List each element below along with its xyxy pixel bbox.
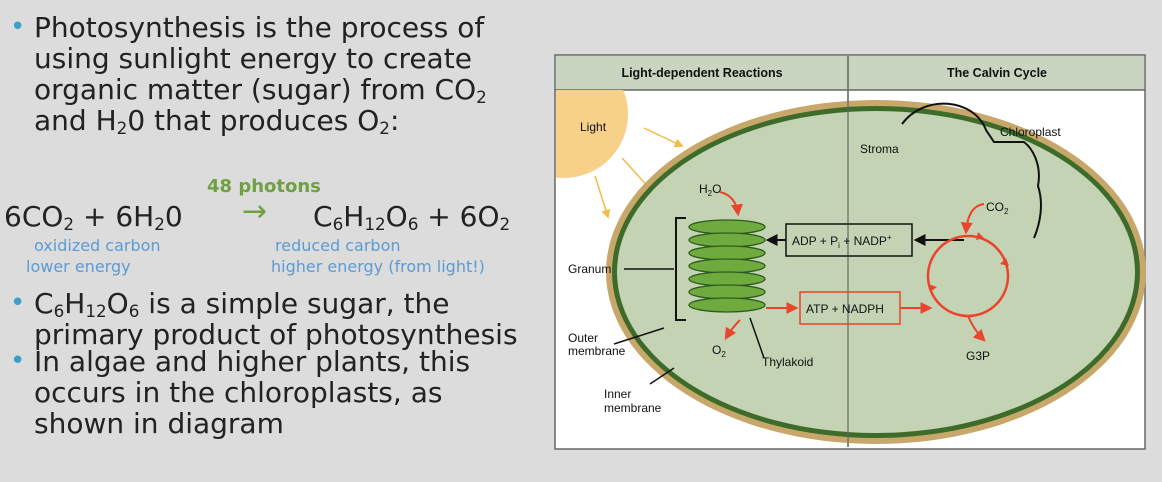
header-light-dependent: Light-dependent Reactions [621,66,782,80]
thylakoid-label: Thylakoid [762,355,813,369]
outer-membrane-label-2: membrane [568,344,626,358]
bullet-line: : [389,104,400,137]
bullet-line: 0 that produces O [127,104,380,137]
diagram-header-bar [556,56,1144,90]
bullet-line: occurs in the chloroplasts, as [34,376,443,409]
bullet-line: using sunlight energy to create [34,42,472,75]
light-ray-arrow [643,127,684,147]
light-ray-arrow [594,175,611,219]
bullet-line: and H [34,104,117,137]
stroma-area [617,111,1135,433]
eq-part: + 6H [74,200,155,233]
equation-reactants: 6CO2 + 6H20 [4,200,183,233]
bullet-line: C [34,287,54,320]
bullet-dot: • [10,12,26,42]
bullet-line: In algae and higher plants, this [34,345,471,378]
subscript: 12 [85,301,107,322]
subscript: 2 [116,118,128,139]
granum-label: Granum [568,262,611,276]
subscript: 2 [476,87,487,108]
eq-part: C [313,200,333,233]
eq-part: O [385,200,408,233]
eq-part: 6CO [4,200,64,233]
eq-part: H [343,200,365,233]
subscript: 6 [128,301,140,322]
photons-label: 48 photons [207,176,321,197]
reaction-arrow-icon: → [242,194,268,229]
outer-membrane-label-1: Outer [568,331,598,345]
eq-part: + 6O [418,200,500,233]
note-reduced-carbon: reduced carbon [275,236,401,256]
equation-products: C6H12O6 + 6O2 [313,200,510,233]
note-line: reduced carbon [275,236,401,255]
bullet-line: shown in diagram [34,407,284,440]
h2o-label: H2O [699,182,721,198]
g3p-label: G3P [966,349,990,363]
note-higher-energy: higher energy (from light!) [271,257,485,277]
eq-part: 0 [164,200,183,233]
sun-icon [556,90,628,178]
bullet-text: Photosynthesis is the process of using s… [34,11,520,139]
bullet-line: is a simple sugar, the [139,287,450,320]
light-label: Light [580,120,607,134]
subscript: 6 [53,301,65,322]
granum-bracket [675,217,686,321]
note-line: oxidized carbon [34,236,161,255]
subscript: 6 [407,214,419,235]
o2-arrow [724,319,741,341]
h2o-arrow [719,191,743,217]
bullet-chloroplasts: • In algae and higher plants, this occur… [10,346,530,439]
inner-membrane-label-1: Inner [604,387,631,401]
co2-label: CO2 [986,200,1009,216]
thylakoid-stack [688,219,766,313]
co2-arrow [960,203,985,235]
bullet-dot: • [10,288,26,318]
bullet-line: primary product of photosynthesis [34,318,518,351]
bullet-text: C6H12O6 is a simple sugar, the primary p… [34,288,530,350]
adp-label: ADP + Pi + NADP+ [792,233,892,250]
note-oxidized-carbon: oxidized carbon [34,236,161,256]
subscript: 2 [63,214,75,235]
o2-label: O2 [712,343,726,359]
bullet-line: Photosynthesis is the process of [34,11,485,44]
note-line: lower energy [26,257,131,276]
chloroplast-callout [901,102,1042,239]
chloroplast-label: Chloroplast [1000,125,1061,139]
bullet-dot: • [10,346,26,376]
note-line: higher energy (from light!) [271,257,485,276]
note-lower-energy: lower energy [26,257,131,277]
bullet-photosynthesis-definition: • Photosynthesis is the process of using… [10,11,520,139]
atp-label: ATP + NADPH [806,302,884,316]
bullet-line: O [106,287,129,320]
bullet-simple-sugar: • C6H12O6 is a simple sugar, the primary… [10,288,530,350]
g3p-arrow [967,315,986,342]
stroma-label: Stroma [860,142,899,156]
bullet-line: organic matter (sugar) from CO [34,73,477,106]
bullet-text: In algae and higher plants, this occurs … [34,346,530,439]
subscript: 2 [499,214,511,235]
subscript: 2 [154,214,165,235]
subscript: 12 [364,214,386,235]
subscript: 6 [332,214,344,235]
subscript: 2 [379,118,390,139]
header-calvin-cycle: The Calvin Cycle [947,66,1047,80]
inner-membrane-label-2: membrane [604,401,662,415]
bullet-line: H [64,287,86,320]
chloroplast-diagram: Light-dependent Reactions The Calvin Cyc… [554,54,1146,450]
